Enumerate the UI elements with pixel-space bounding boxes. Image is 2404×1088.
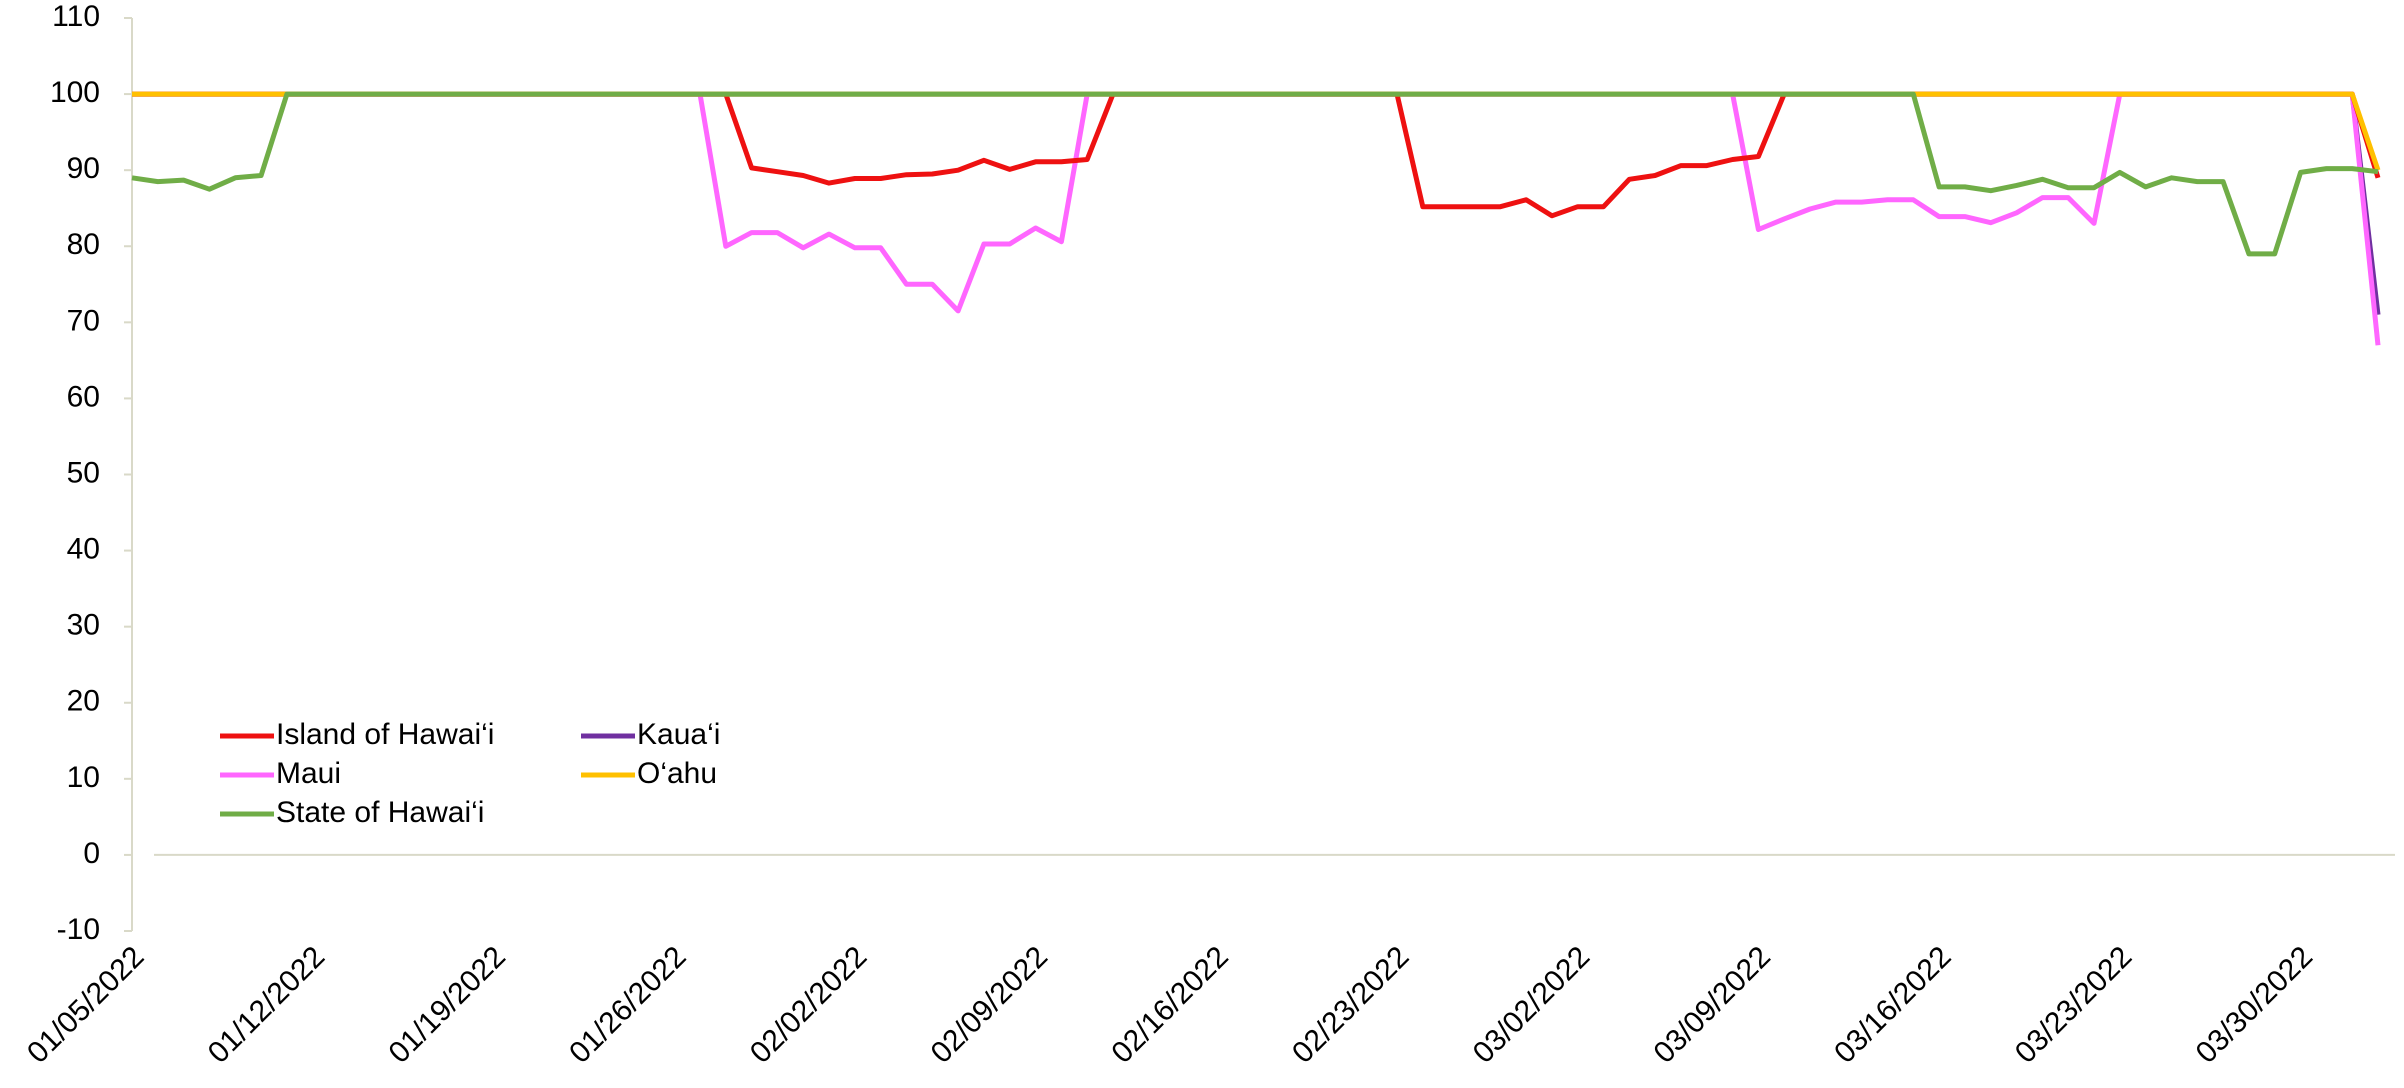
x-tick-label: 02/23/2022: [1286, 940, 1416, 1070]
x-tick-label: 01/19/2022: [382, 940, 512, 1070]
legend-label: O‘ahu: [637, 757, 717, 790]
x-tick-label: 02/02/2022: [744, 940, 874, 1070]
x-tick-label: 03/30/2022: [2190, 940, 2320, 1070]
y-tick-label: 50: [67, 456, 100, 489]
y-tick-label: 60: [67, 380, 100, 413]
series-line: [132, 91, 2381, 315]
x-tick-label: 01/05/2022: [21, 940, 151, 1070]
legend-label: Island of Hawai‘i: [276, 718, 494, 751]
y-tick-label: 10: [67, 761, 100, 794]
series-line: [132, 91, 2381, 172]
y-tick-label: 110: [52, 0, 100, 33]
legend-label: Kaua‘i: [637, 718, 720, 751]
legend-label: Maui: [276, 757, 341, 790]
x-tick-label: 03/23/2022: [2009, 940, 2139, 1070]
series-line: [132, 91, 2381, 346]
y-tick-label: 20: [67, 685, 100, 718]
legend-label: State of Hawai‘i: [276, 796, 484, 829]
x-tick-label: 02/09/2022: [925, 940, 1055, 1070]
x-tick-label: 03/16/2022: [1828, 940, 1958, 1070]
x-tick-label: 01/26/2022: [563, 940, 693, 1070]
y-tick-label: 0: [83, 837, 100, 870]
x-tick-label: 02/16/2022: [1105, 940, 1235, 1070]
y-tick-label: 90: [67, 152, 100, 185]
x-tick-label: 01/12/2022: [202, 940, 332, 1070]
y-tick-label: 30: [67, 609, 100, 642]
x-tick-label: 03/09/2022: [1647, 940, 1777, 1070]
y-tick-label: 70: [67, 304, 100, 337]
x-tick-label: 03/02/2022: [1467, 940, 1597, 1070]
y-tick-label: 80: [67, 228, 100, 261]
y-tick-label: -10: [57, 913, 100, 946]
y-tick-label: 40: [67, 533, 100, 566]
series-line: [131, 91, 2379, 257]
y-tick-label: 100: [50, 76, 100, 109]
